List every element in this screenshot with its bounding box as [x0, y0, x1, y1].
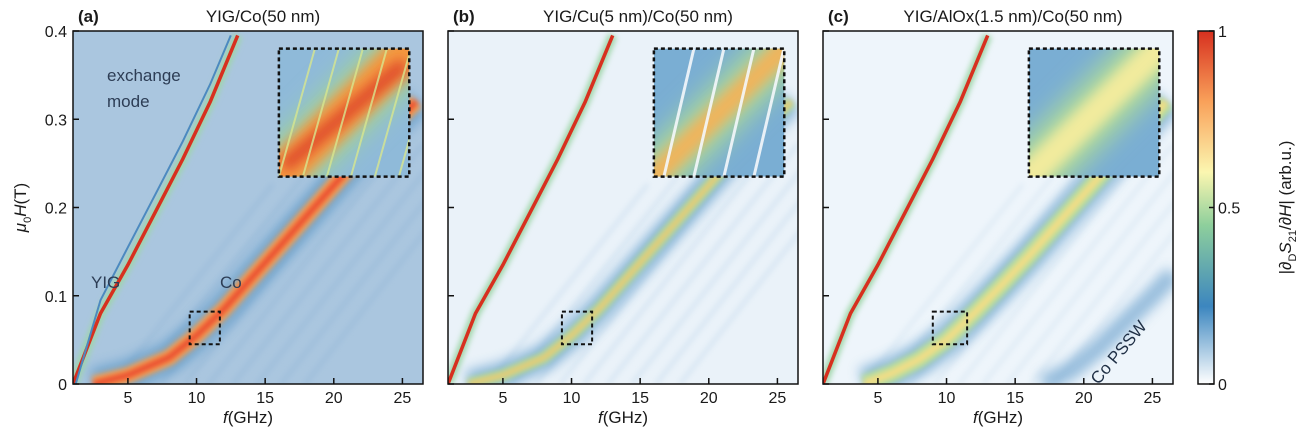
annotation-mode: mode: [107, 92, 150, 111]
colorbar: 0 0.5 1 |∂DS21/∂H| (arb.u.): [1197, 24, 1299, 394]
colorbar-label: |∂DS21/∂H| (arb.u.): [1276, 141, 1299, 275]
x-tick-label: 25: [1144, 390, 1162, 407]
annotation-exchange: exchange: [107, 66, 181, 85]
inset-band: [653, 48, 785, 177]
background-streak: [1053, 231, 1173, 384]
zoom-box: [560, 310, 594, 346]
heatmap-area: [823, 31, 1173, 384]
inset-anticrossing-line: [278, 48, 316, 177]
exchange-mode-line: [74, 35, 232, 384]
colorbar-tick-label: 0.5: [1218, 201, 1240, 218]
background-streak: [582, 151, 770, 384]
zoom-box: [188, 310, 221, 346]
y-axis-label: μ0H(T): [11, 183, 34, 233]
background-streak: [207, 151, 395, 384]
inset-magnified: [1028, 48, 1160, 177]
inset-gap-line: [722, 48, 756, 177]
inset-anticrossing-line: [373, 50, 410, 177]
inset-anticrossing-line: [397, 135, 410, 177]
colorbar-tick-label: 0: [1218, 377, 1227, 394]
yig-mode-line: [448, 34, 615, 384]
background-streak: [111, 183, 275, 384]
inset-box: [652, 47, 786, 178]
x-tick-label: 15: [1006, 390, 1024, 407]
zoom-box: [931, 310, 969, 346]
background-streak: [630, 171, 798, 384]
background-streak: [231, 143, 423, 384]
annotation-co: Co: [220, 273, 242, 292]
y-tick-label: 0: [58, 377, 67, 394]
x-tick-label: 25: [769, 390, 787, 407]
panel-title: YIG/Co(50 nm): [206, 7, 320, 26]
heatmap-area: [448, 31, 798, 384]
x-tick-label: 20: [1075, 390, 1093, 407]
x-tick-label: 10: [563, 390, 581, 407]
y-tick-label: 0.4: [45, 24, 67, 41]
heatmap-area: [73, 31, 423, 384]
y-tick-label: 0.3: [45, 112, 67, 129]
background-streak: [957, 151, 1145, 384]
inset-box: [277, 47, 411, 178]
background-streak: [1029, 201, 1173, 384]
x-tick-label: 5: [873, 390, 882, 407]
background-streak: [303, 231, 423, 384]
inset-box: [1027, 47, 1161, 178]
y-tick-label: 0.1: [45, 289, 67, 306]
background-streak: [255, 171, 423, 384]
x-axis-label: f(GHz): [223, 408, 273, 427]
background-streak: [861, 183, 1025, 384]
panel-c: 5 10 15 20 25 f(GHz) (c) YIG/AlOx(1.5 nm)/Co(50…: [822, 7, 1174, 427]
x-tick-label: 5: [123, 390, 132, 407]
background-streak: [279, 201, 423, 384]
inset-gap-line: [692, 48, 726, 177]
inset-band: [1028, 48, 1160, 177]
x-axis-label: f(GHz): [973, 408, 1023, 427]
panel-title: YIG/AlOx(1.5 nm)/Co(50 nm): [903, 7, 1122, 26]
inset-anticrossing-line: [325, 48, 364, 177]
x-tick-label: 10: [188, 390, 206, 407]
y-tick-label: 0.2: [45, 201, 67, 218]
x-tick-label: 20: [325, 390, 343, 407]
panel-b: 5 10 15 20 25 f(GHz) (b) YIG/Cu(5 nm)/Co(50 nm): [447, 7, 799, 427]
inset-magnified: [278, 48, 410, 177]
panel-a: 5 10 15 20 25 0 0.1 0.2 0.3 0.4 f(GHz) (a) YIG/Co(50…: [45, 7, 424, 427]
inset-gap-line: [752, 48, 785, 177]
x-axis-label: f(GHz): [598, 408, 648, 427]
background-streak: [654, 201, 798, 384]
background-streak: [981, 143, 1173, 384]
inset-magnified: [653, 48, 785, 177]
annotation-yig: YIG: [91, 273, 120, 292]
co-pssw-mode-band: [1038, 267, 1173, 384]
panel-label: (b): [453, 7, 475, 26]
background-streak: [678, 231, 798, 384]
x-tick-label: 20: [700, 390, 718, 407]
panel-label: (a): [78, 7, 99, 26]
inset-anticrossing-line: [349, 48, 388, 177]
inset-anticrossing-line: [301, 48, 340, 177]
colorbar-tick-label: 1: [1218, 24, 1227, 41]
x-tick-label: 10: [938, 390, 956, 407]
yig-mode-line: [73, 34, 240, 384]
x-tick-label: 15: [256, 390, 274, 407]
x-tick-label: 15: [631, 390, 649, 407]
background-streak: [1005, 171, 1173, 384]
background-streak: [486, 183, 650, 384]
background-streak: [606, 143, 798, 384]
inset-gap-line: [662, 48, 696, 177]
yig-mode-line: [823, 34, 990, 384]
x-tick-label: 5: [498, 390, 507, 407]
x-tick-label: 25: [394, 390, 412, 407]
panel-title: YIG/Cu(5 nm)/Co(50 nm): [543, 7, 733, 26]
panel-label: (c): [828, 7, 849, 26]
